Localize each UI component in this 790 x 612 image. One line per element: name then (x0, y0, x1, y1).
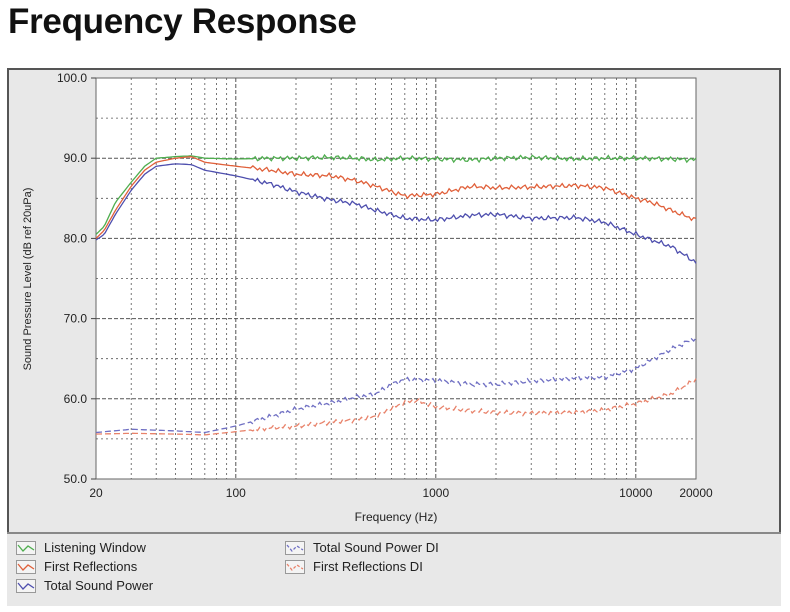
series-lines (95, 153, 697, 436)
x-tick-label: 10000 (619, 486, 653, 500)
legend-label: Total Sound Power (44, 578, 154, 593)
y-tick-label: 70.0 (64, 312, 88, 326)
legend-item: Total Sound Power (16, 578, 153, 593)
series-line-total-sound-power-di (95, 337, 697, 434)
legend-label: Listening Window (44, 540, 146, 555)
axis-ticks: 20 100 1000 10000 20000 50.0 60.0 70.0 80.0 90.0 1… (57, 71, 713, 500)
y-tick-label: 90.0 (64, 151, 88, 165)
legend-swatch-icon (16, 540, 36, 555)
x-tick-label: 20 (89, 486, 103, 500)
legend-swatch-icon (16, 578, 36, 593)
x-tick-label: 1000 (422, 486, 449, 500)
legend: Listening Window First Reflections Total S… (7, 532, 781, 606)
legend-item: First Reflections (16, 559, 137, 574)
legend-item: Listening Window (16, 540, 146, 555)
series-line-first-reflections-di (95, 378, 697, 436)
y-tick-label: 100.0 (57, 71, 87, 85)
legend-swatch-icon (285, 540, 305, 555)
legend-label: Total Sound Power DI (313, 540, 439, 555)
x-axis-label: Frequency (Hz) (355, 510, 438, 524)
page-title: Frequency Response (8, 2, 357, 41)
series-line-first-reflections (95, 156, 697, 239)
y-axis-label: Sound Pressure Level (dB ref 20uPa) (22, 188, 34, 371)
series-line-total-sound-power (95, 163, 697, 264)
y-tick-label: 50.0 (64, 472, 88, 486)
legend-item: Total Sound Power DI (285, 540, 439, 555)
legend-swatch-icon (285, 559, 305, 574)
legend-item: First Reflections DI (285, 559, 423, 574)
legend-label: First Reflections DI (313, 559, 423, 574)
grid (96, 78, 696, 479)
y-tick-label: 80.0 (64, 231, 88, 245)
series-line-listening-window (95, 153, 697, 235)
x-tick-label: 20000 (679, 486, 713, 500)
frequency-response-chart: 20 100 1000 10000 20000 50.0 60.0 70.0 80.0 90.0 1… (22, 71, 713, 524)
legend-swatch-icon (16, 559, 36, 574)
x-tick-label: 100 (226, 486, 246, 500)
legend-label: First Reflections (44, 559, 138, 574)
y-tick-label: 60.0 (64, 392, 88, 406)
